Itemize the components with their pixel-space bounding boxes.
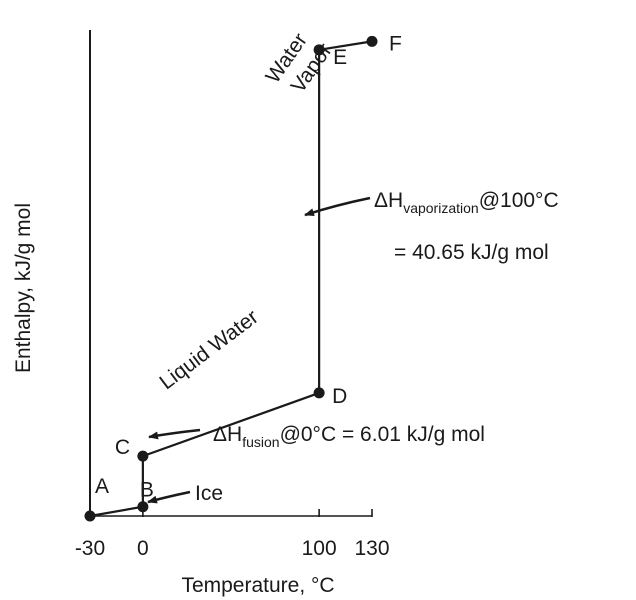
point-label-a: A [95, 475, 109, 498]
x-tick-label: 100 [302, 537, 337, 560]
phase-label-liquid-water: Liquid Water [155, 305, 262, 394]
point-label-d: D [332, 385, 347, 408]
fusion-delta-h: ΔH [213, 423, 242, 446]
point-label-c: C [115, 436, 130, 459]
ice-arrow [147, 490, 191, 504]
point-f [366, 35, 378, 47]
enthalpy-curve [89, 40, 373, 518]
x-axis-label: Temperature, °C [181, 574, 334, 597]
fusion-arrow [148, 428, 201, 440]
point-e [313, 44, 325, 56]
vaporization-arrow [304, 196, 371, 217]
point-c [137, 450, 149, 462]
vaporization-annotation: ΔHvaporization@100°C [374, 189, 559, 216]
x-tick-labels: -30 0 100 130 [75, 537, 390, 560]
fusion-value: @0°C = 6.01 kJ/g mol [280, 423, 485, 446]
data-points [84, 35, 378, 522]
y-axis-label: Enthalpy, kJ/g mol [12, 203, 35, 373]
point-a [84, 510, 96, 522]
fusion-annotation: ΔHfusion@0°C = 6.01 kJ/g mol [213, 423, 485, 450]
point-label-b: B [140, 479, 154, 502]
vaporization-temperature: @100°C [479, 189, 559, 212]
point-label-f: F [389, 32, 402, 55]
vaporization-delta-h: ΔH [374, 189, 403, 212]
fusion-subscript: fusion [242, 434, 279, 450]
vaporization-value: = 40.65 kJ/g mol [394, 241, 549, 264]
point-label-e: E [333, 46, 347, 69]
x-tick-label: 0 [137, 537, 149, 560]
point-b [137, 501, 149, 513]
point-d [313, 387, 325, 399]
vaporization-subscript: vaporization [403, 200, 479, 216]
phase-label-ice: Ice [195, 482, 223, 505]
x-tick-label: -30 [75, 537, 105, 560]
x-tick-label: 130 [354, 537, 389, 560]
